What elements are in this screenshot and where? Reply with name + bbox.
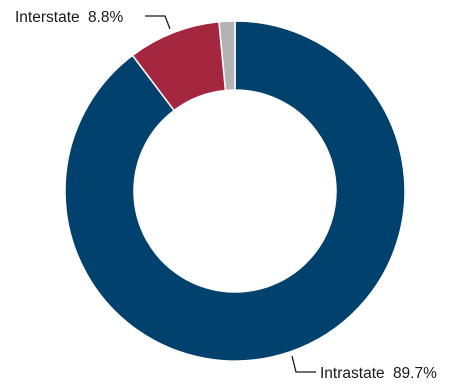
leader-line-intrastate [291, 355, 316, 373]
slice-label-interstate-name: Interstate [15, 9, 80, 26]
slice-label-intrastate-value: 89.7% [393, 365, 437, 382]
slices-layer [64, 20, 406, 362]
slice-other [218, 20, 236, 92]
slice-label-intrastate-name: Intrastate [320, 365, 385, 382]
slice-label-interstate: Interstate 8.8% [15, 9, 123, 26]
leader-line-interstate [145, 15, 171, 30]
slice-intrastate [64, 20, 406, 362]
slice-label-interstate-value: 8.8% [88, 9, 124, 26]
labels-layer: Interstate 8.8% Intrastate 89.7% [15, 9, 437, 382]
slice-label-intrastate: Intrastate 89.7% [320, 365, 437, 382]
